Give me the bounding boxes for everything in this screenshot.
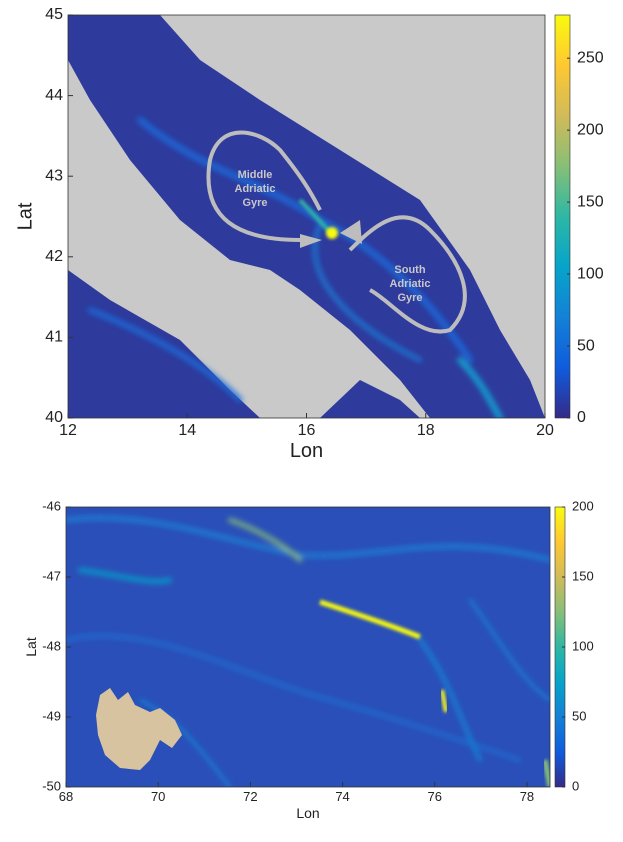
y-axis-label: Lat [15, 202, 37, 230]
y-tick-label: -48 [42, 638, 61, 653]
colorbar-tick-label: 0 [572, 778, 579, 793]
annotation: Gyre [242, 197, 267, 209]
x-tick-label: 14 [178, 422, 196, 439]
y-tick-label: -49 [42, 708, 61, 723]
x-tick-label: 78 [520, 789, 534, 804]
x-tick-label: 20 [536, 422, 554, 439]
x-tick-label: 72 [243, 789, 257, 804]
y-tick-label: 41 [45, 329, 63, 346]
x-tick-label: 18 [417, 422, 435, 439]
x-tick-label: 70 [151, 789, 165, 804]
figure: 1214161820404142434445LonLat050100150200… [0, 0, 623, 837]
y-tick-label: 44 [45, 87, 63, 104]
y-tick-label: 42 [45, 248, 63, 265]
x-tick-label: 16 [298, 422, 316, 439]
x-axis-label: Lon [290, 440, 323, 462]
x-tick-label: 76 [428, 789, 442, 804]
x-axis-label: Lon [296, 805, 319, 821]
colorbar-tick-label: 150 [577, 193, 604, 210]
annotation: Adriatic [390, 278, 431, 290]
colorbar-tick-label: 50 [572, 708, 586, 723]
colorbar-tick-label: 0 [577, 409, 586, 426]
y-tick-label: 43 [45, 167, 63, 184]
colorbar-tick-label: 200 [577, 121, 604, 138]
annotation: Middle [238, 169, 273, 181]
y-tick-label: 45 [45, 6, 63, 23]
y-tick-label: -50 [42, 778, 61, 793]
annotation: Adriatic [235, 183, 276, 195]
colorbar [555, 15, 570, 418]
colorbar-tick-label: 150 [572, 568, 594, 583]
y-tick-label: -46 [42, 498, 61, 513]
colorbar-tick-label: 50 [577, 337, 595, 354]
colorbar-tick-label: 200 [572, 498, 594, 513]
x-tick-label: 74 [335, 789, 349, 804]
colorbar-tick-label: 100 [572, 638, 594, 653]
annotation: South [394, 264, 425, 276]
y-tick-label: 40 [45, 409, 63, 426]
colorbar-tick-label: 100 [577, 265, 604, 282]
annotation: Gyre [397, 292, 422, 304]
y-axis-label: Lat [23, 637, 39, 657]
map-field [68, 15, 545, 418]
map-field [66, 507, 550, 787]
y-tick-label: -47 [42, 568, 61, 583]
colorbar-tick-label: 250 [577, 49, 604, 66]
